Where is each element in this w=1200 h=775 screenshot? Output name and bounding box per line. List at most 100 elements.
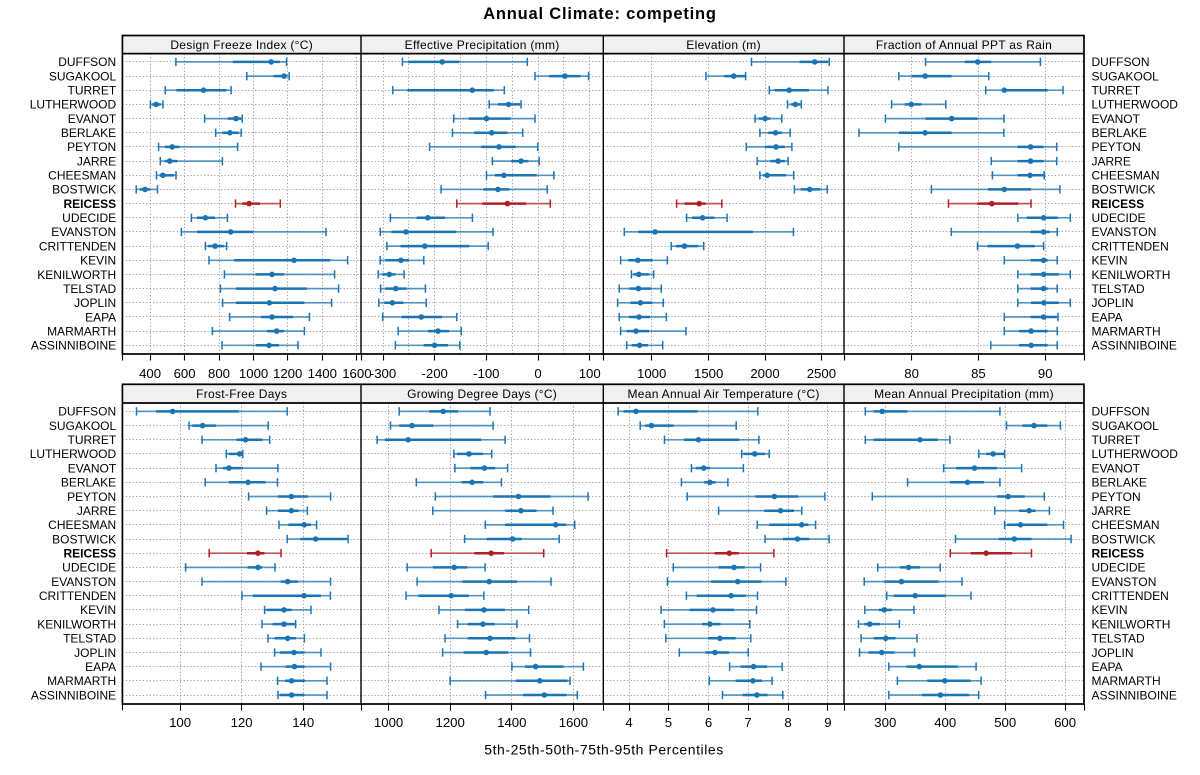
svg-text:400: 400 (139, 366, 161, 381)
svg-text:500: 500 (994, 715, 1016, 730)
svg-text:80: 80 (904, 366, 919, 381)
svg-text:1200: 1200 (273, 366, 302, 381)
svg-text:6: 6 (705, 715, 712, 730)
svg-text:TURRET: TURRET (1092, 84, 1141, 98)
svg-text:600: 600 (174, 366, 196, 381)
svg-text:JARRE: JARRE (77, 154, 116, 168)
svg-text:1600: 1600 (342, 366, 371, 381)
svg-text:Effective Precipitation (mm): Effective Precipitation (mm) (405, 38, 560, 52)
svg-text:Mean Annual Precipitation (mm): Mean Annual Precipitation (mm) (874, 387, 1054, 401)
svg-text:DUFFSON: DUFFSON (58, 405, 116, 419)
svg-text:EAPA: EAPA (1092, 660, 1123, 674)
svg-text:Growing Degree Days (°C): Growing Degree Days (°C) (407, 387, 557, 401)
svg-text:CHEESMAN: CHEESMAN (48, 518, 116, 532)
svg-text:1200: 1200 (436, 715, 465, 730)
svg-text:MARMARTH: MARMARTH (1092, 324, 1161, 338)
svg-text:TURRET: TURRET (68, 84, 117, 98)
svg-text:CHEESMAN: CHEESMAN (1092, 169, 1160, 183)
svg-text:Fraction of Annual PPT as Rain: Fraction of Annual PPT as Rain (876, 38, 1052, 52)
svg-text:UDECIDE: UDECIDE (1092, 211, 1146, 225)
svg-text:PEYTON: PEYTON (1092, 140, 1141, 154)
svg-text:400: 400 (934, 715, 956, 730)
svg-text:KENILWORTH: KENILWORTH (37, 617, 116, 631)
svg-text:REICESS: REICESS (1092, 197, 1145, 211)
svg-text:1000: 1000 (374, 715, 403, 730)
svg-text:MARMARTH: MARMARTH (47, 324, 116, 338)
svg-text:MARMARTH: MARMARTH (47, 674, 116, 688)
svg-text:0: 0 (534, 366, 541, 381)
svg-text:SUGAKOOL: SUGAKOOL (49, 69, 117, 83)
svg-text:BOSTWICK: BOSTWICK (1092, 183, 1156, 197)
svg-text:5: 5 (665, 715, 672, 730)
svg-text:JARRE: JARRE (77, 504, 116, 518)
svg-text:1600: 1600 (559, 715, 588, 730)
svg-text:DUFFSON: DUFFSON (58, 55, 116, 69)
svg-text:ASSINNIBOINE: ASSINNIBOINE (1092, 339, 1177, 353)
svg-text:UDECIDE: UDECIDE (1092, 561, 1146, 575)
svg-text:85: 85 (971, 366, 986, 381)
svg-text:PEYTON: PEYTON (67, 490, 116, 504)
svg-text:2000: 2000 (750, 366, 779, 381)
svg-text:BOSTWICK: BOSTWICK (52, 183, 116, 197)
svg-text:CRITTENDEN: CRITTENDEN (1092, 589, 1169, 603)
svg-text:8: 8 (784, 715, 791, 730)
svg-text:Design Freeze Index (°C): Design Freeze Index (°C) (170, 38, 313, 52)
svg-text:EAPA: EAPA (85, 660, 116, 674)
svg-text:4: 4 (625, 715, 632, 730)
svg-text:Frost-Free Days: Frost-Free Days (196, 387, 287, 401)
svg-text:UDECIDE: UDECIDE (62, 211, 116, 225)
svg-text:UDECIDE: UDECIDE (62, 561, 116, 575)
svg-text:TURRET: TURRET (1092, 433, 1141, 447)
svg-text:1000: 1000 (239, 366, 268, 381)
svg-text:LUTHERWOOD: LUTHERWOOD (1092, 447, 1179, 461)
svg-text:LUTHERWOOD: LUTHERWOOD (30, 98, 117, 112)
svg-text:90: 90 (1038, 366, 1053, 381)
svg-text:7: 7 (744, 715, 751, 730)
svg-text:BERLAKE: BERLAKE (61, 126, 116, 140)
svg-text:REICESS: REICESS (64, 547, 117, 561)
svg-text:EVANSTON: EVANSTON (1092, 225, 1157, 239)
svg-text:SUGAKOOL: SUGAKOOL (49, 419, 117, 433)
svg-text:KENILWORTH: KENILWORTH (37, 268, 116, 282)
svg-text:CHEESMAN: CHEESMAN (1092, 518, 1160, 532)
svg-text:KEVIN: KEVIN (80, 254, 116, 268)
svg-text:JOPLIN: JOPLIN (74, 646, 116, 660)
svg-text:KEVIN: KEVIN (80, 603, 116, 617)
svg-text:600: 600 (1054, 715, 1076, 730)
svg-text:CRITTENDEN: CRITTENDEN (39, 589, 116, 603)
svg-text:Mean Annual Air Temperature (°: Mean Annual Air Temperature (°C) (627, 387, 819, 401)
svg-text:EAPA: EAPA (85, 310, 116, 324)
svg-text:CHEESMAN: CHEESMAN (48, 169, 116, 183)
svg-text:5th-25th-50th-75th-95th Percen: 5th-25th-50th-75th-95th Percentiles (484, 741, 724, 757)
svg-text:DUFFSON: DUFFSON (1092, 405, 1150, 419)
svg-text:BOSTWICK: BOSTWICK (1092, 532, 1156, 546)
svg-text:ASSINNIBOINE: ASSINNIBOINE (31, 339, 116, 353)
svg-text:KENILWORTH: KENILWORTH (1092, 617, 1171, 631)
svg-text:TELSTAD: TELSTAD (63, 282, 116, 296)
svg-text:-200: -200 (421, 366, 447, 381)
svg-text:2500: 2500 (807, 366, 836, 381)
svg-text:ASSINNIBOINE: ASSINNIBOINE (31, 688, 116, 702)
svg-text:PEYTON: PEYTON (1092, 490, 1141, 504)
svg-text:EVANSTON: EVANSTON (51, 225, 116, 239)
svg-text:BERLAKE: BERLAKE (1092, 476, 1147, 490)
svg-text:Elevation (m): Elevation (m) (686, 38, 761, 52)
svg-text:BOSTWICK: BOSTWICK (52, 532, 116, 546)
svg-text:1400: 1400 (497, 715, 526, 730)
svg-text:KEVIN: KEVIN (1092, 603, 1128, 617)
svg-text:TELSTAD: TELSTAD (63, 632, 116, 646)
svg-text:CRITTENDEN: CRITTENDEN (39, 239, 116, 253)
svg-text:1000: 1000 (637, 366, 666, 381)
svg-text:800: 800 (208, 366, 230, 381)
svg-text:-100: -100 (473, 366, 499, 381)
svg-text:JOPLIN: JOPLIN (74, 296, 116, 310)
svg-text:SUGAKOOL: SUGAKOOL (1092, 419, 1160, 433)
svg-text:DUFFSON: DUFFSON (1092, 55, 1150, 69)
svg-text:9: 9 (824, 715, 831, 730)
svg-text:LUTHERWOOD: LUTHERWOOD (30, 447, 117, 461)
svg-text:Annual Climate: competing: Annual Climate: competing (483, 5, 717, 23)
svg-text:EVANOT: EVANOT (1092, 461, 1141, 475)
svg-text:MARMARTH: MARMARTH (1092, 674, 1161, 688)
svg-text:REICESS: REICESS (1092, 547, 1145, 561)
svg-text:ASSINNIBOINE: ASSINNIBOINE (1092, 688, 1177, 702)
